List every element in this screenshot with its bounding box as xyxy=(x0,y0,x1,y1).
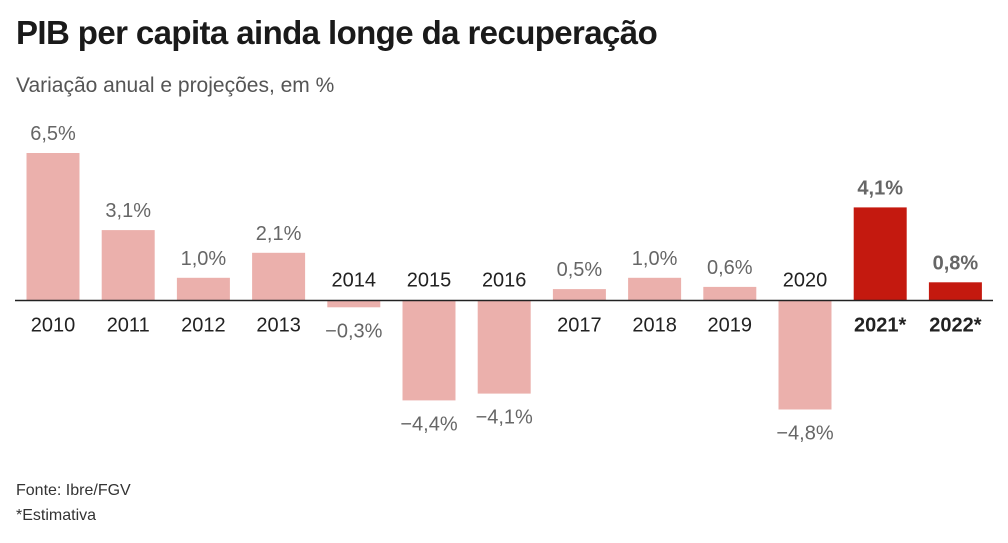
bar-2020 xyxy=(778,300,832,410)
bar-2019 xyxy=(703,286,757,301)
value-label: 0,8% xyxy=(933,252,979,274)
value-label: 1,0% xyxy=(632,248,678,270)
bar-2013 xyxy=(252,252,306,301)
source-note: Fonte: Ibre/FGV xyxy=(16,482,131,499)
chart-title: PIB per capita ainda longe da recuperaçã… xyxy=(16,14,658,51)
category-label: 2013 xyxy=(256,315,301,337)
value-label: −4,4% xyxy=(400,413,457,435)
bar-2021-estimate xyxy=(853,207,907,301)
bar-2014 xyxy=(327,300,381,308)
category-label: 2011 xyxy=(107,315,150,337)
category-label: 2022* xyxy=(929,315,981,337)
value-label: 0,6% xyxy=(707,257,753,279)
bar-2012 xyxy=(176,277,230,301)
bar-2011 xyxy=(101,230,155,301)
category-label: 2015 xyxy=(407,270,452,292)
category-label: 2010 xyxy=(31,315,76,337)
bar-2017 xyxy=(552,289,606,301)
estimate-note: *Estimativa xyxy=(16,507,97,524)
bar-2022-estimate xyxy=(928,282,982,301)
category-label: 2019 xyxy=(708,315,753,337)
bar-2010 xyxy=(26,153,80,301)
bar-2015 xyxy=(402,300,456,401)
bar-2018 xyxy=(628,277,682,301)
bar-2016 xyxy=(477,300,531,394)
value-label: 2,1% xyxy=(256,223,302,245)
category-label: 2014 xyxy=(332,270,377,292)
category-label: 2018 xyxy=(632,315,677,337)
chart-subtitle: Variação anual e projeções, em % xyxy=(16,74,335,97)
value-label: −4,8% xyxy=(776,423,833,445)
category-label: 2017 xyxy=(557,315,602,337)
value-label: −0,3% xyxy=(325,320,382,342)
value-label: 0,5% xyxy=(557,259,603,281)
value-label: 6,5% xyxy=(30,123,76,145)
value-label: −4,1% xyxy=(476,407,533,429)
value-label: 1,0% xyxy=(181,248,227,270)
category-label: 2020 xyxy=(783,270,828,292)
category-label: 2021* xyxy=(854,315,906,337)
value-label: 3,1% xyxy=(105,200,151,222)
value-label: 4,1% xyxy=(857,177,903,199)
category-label: 2012 xyxy=(181,315,226,337)
category-label: 2016 xyxy=(482,270,527,292)
